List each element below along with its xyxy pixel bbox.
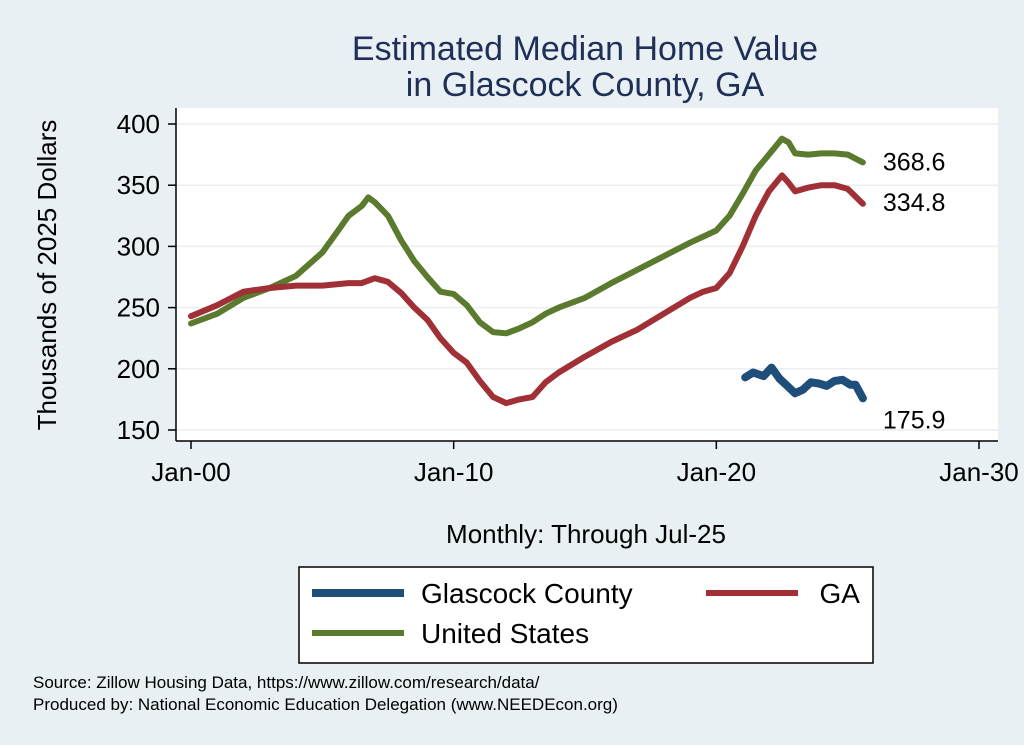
series-line-glascock-county	[741, 363, 867, 403]
series-layer	[188, 135, 867, 407]
end-label-glascock-county: 175.9	[883, 406, 946, 434]
source-line-2: Produced by: National Economic Education…	[33, 695, 618, 714]
legend-label-ga: GA	[820, 578, 861, 609]
axis-ticks: 150 200 250 300 350 400 Jan-00 Jan-10 Jan-20 Jan-…	[117, 109, 1019, 487]
legend: Glascock County GA United States	[298, 566, 874, 664]
chart-title-line-2: in Glascock County, GA	[406, 66, 765, 104]
legend-box	[298, 566, 874, 664]
x-tick-label: Jan-10	[414, 457, 494, 487]
end-label-united-states: 368.6	[883, 148, 946, 176]
grid	[176, 123, 998, 431]
end-label-ga: 334.8	[883, 189, 946, 217]
end-labels: 368.6 334.8 175.9	[883, 148, 946, 434]
legend-label-united-states: United States	[421, 618, 589, 649]
x-tick-label: Jan-30	[939, 457, 1019, 487]
y-tick-label: 300	[117, 231, 160, 261]
source-line-1: Source: Zillow Housing Data, https://www…	[33, 673, 540, 692]
series-line-ga	[188, 172, 866, 407]
y-tick-label: 250	[117, 293, 160, 323]
y-tick-label: 400	[117, 109, 160, 139]
chart-title-line-1: Estimated Median Home Value	[352, 30, 818, 68]
x-tick-label: Jan-00	[151, 457, 231, 487]
x-tick-label: Jan-20	[677, 457, 757, 487]
y-tick-label: 200	[117, 354, 160, 384]
y-tick-label: 150	[117, 415, 160, 445]
x-axis-title: Monthly: Through Jul-25	[446, 519, 726, 549]
y-tick-label: 350	[117, 170, 160, 200]
y-axis-title: Thousands of 2025 Dollars	[32, 120, 62, 431]
legend-label-glascock-county: Glascock County	[421, 578, 633, 609]
series-line-united-states	[188, 135, 866, 337]
